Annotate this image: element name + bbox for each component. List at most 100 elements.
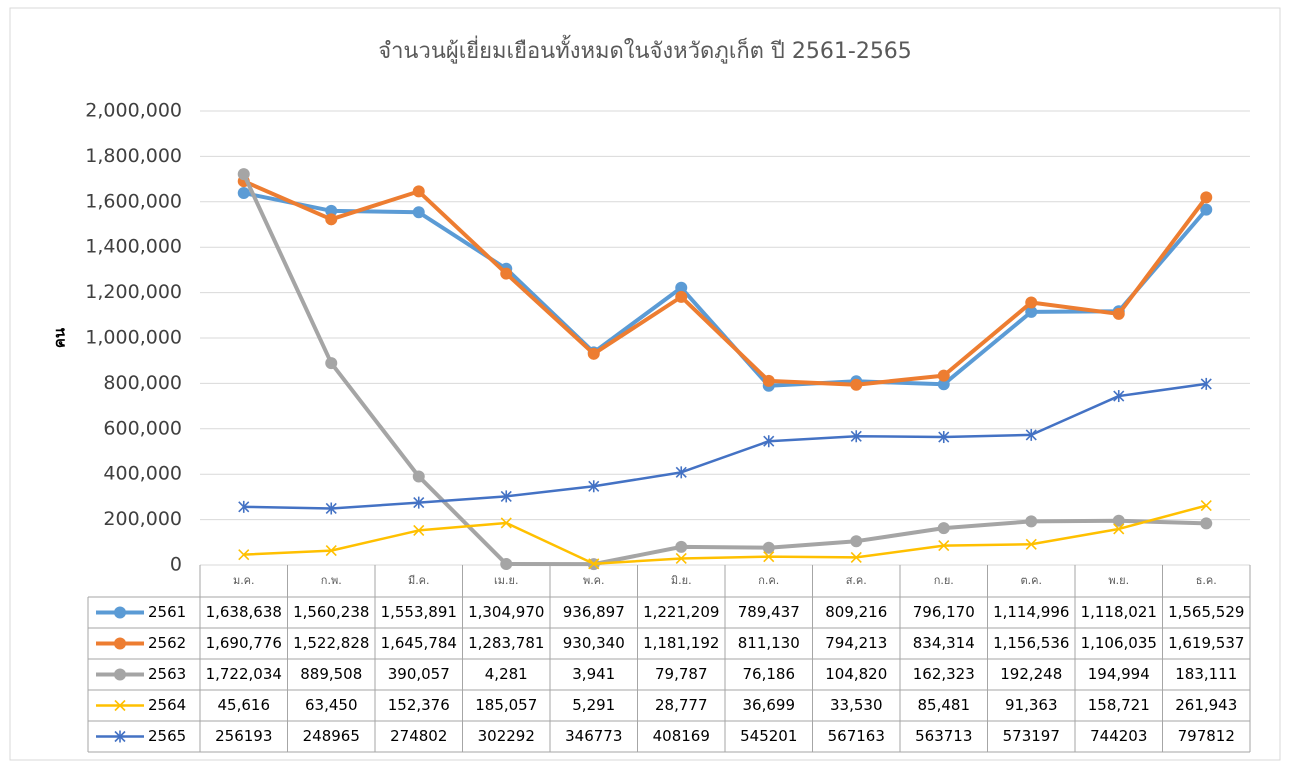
- data-point: [937, 522, 950, 535]
- data-point: [1113, 523, 1125, 535]
- data-point: [1113, 390, 1125, 403]
- y-tick-label: 800,000: [103, 372, 182, 394]
- data-point: [1025, 538, 1037, 550]
- data-point: [500, 517, 512, 529]
- table-cell: 162,323: [913, 665, 975, 683]
- y-tick-label: 1,800,000: [85, 145, 182, 167]
- table-cell: 1,638,638: [206, 603, 282, 621]
- legend-label: 2565: [148, 727, 186, 745]
- table-cell: 79,787: [655, 665, 708, 683]
- series-line: [243, 504, 1207, 566]
- data-point: [1112, 307, 1125, 320]
- table-cell: 1,181,192: [643, 634, 719, 652]
- legend-marker: [114, 637, 126, 650]
- data-point-stroke: [1025, 538, 1037, 550]
- x-tick-label: พ.ย.: [1108, 574, 1129, 587]
- table-cell: 5,291: [572, 696, 615, 714]
- data-point: [412, 206, 425, 219]
- table-cell: 3,941: [572, 665, 615, 683]
- data-point: [1200, 517, 1213, 530]
- data-point: [237, 187, 250, 200]
- table-cell: 1,690,776: [206, 634, 282, 652]
- legend-label: 2561: [148, 603, 186, 621]
- data-point: [763, 551, 775, 563]
- data-point: [763, 435, 775, 448]
- table-cell: 567163: [828, 727, 885, 745]
- table-cell: 85,481: [918, 696, 971, 714]
- table-cell: 1,156,536: [993, 634, 1069, 652]
- data-point: [325, 213, 338, 226]
- x-tick-label: ก.พ.: [321, 574, 342, 587]
- x-tick-label: มิ.ย.: [671, 574, 692, 587]
- table-cell: 573197: [1003, 727, 1060, 745]
- y-tick-label: 1,200,000: [85, 281, 182, 303]
- data-point: [325, 204, 338, 217]
- data-point: [588, 480, 600, 493]
- table-cell: 63,450: [305, 696, 358, 714]
- table-cell: 4,281: [485, 665, 528, 683]
- data-point: [850, 535, 863, 548]
- x-tick-label: ก.ค.: [758, 574, 779, 587]
- data-point-stroke: [763, 551, 775, 563]
- data-point: [675, 552, 687, 565]
- table-cell: 1,560,238: [293, 603, 369, 621]
- table-cell: 408169: [653, 727, 710, 745]
- series-line: [241, 173, 1207, 567]
- x-tick-label: ก.ย.: [934, 574, 954, 587]
- data-point: [1112, 514, 1125, 527]
- y-tick-label: 1,000,000: [85, 327, 182, 349]
- y-tick-label: 0: [170, 554, 182, 576]
- y-tick-label: 1,400,000: [85, 236, 182, 258]
- table-cell: 261,943: [1175, 696, 1237, 714]
- data-point-stroke: [938, 540, 950, 552]
- data-point: [587, 347, 600, 360]
- y-tick-label: 2,000,000: [85, 100, 182, 122]
- table-cell: 1,553,891: [381, 603, 457, 621]
- data-point: [675, 540, 688, 553]
- x-tick-label: เม.ย.: [494, 574, 518, 587]
- data-point-stroke: [1113, 523, 1125, 535]
- table-cell: 930,340: [563, 634, 625, 652]
- data-point-stroke: [588, 558, 600, 570]
- data-point: [938, 431, 950, 444]
- table-cell: 390,057: [388, 665, 450, 683]
- x-tick-label: ต.ค.: [1021, 574, 1043, 587]
- data-point: [1025, 296, 1038, 309]
- x-tick-label: พ.ค.: [583, 574, 605, 587]
- table-cell: 545201: [740, 727, 797, 745]
- table-cell: 28,777: [655, 696, 708, 714]
- table-cell: 104,820: [825, 665, 887, 683]
- table-cell: 33,530: [830, 696, 883, 714]
- data-point: [238, 500, 250, 513]
- table-cell: 45,616: [218, 696, 271, 714]
- table-cell: 563713: [915, 727, 972, 745]
- y-axis-label: คน: [51, 327, 69, 348]
- data-point: [413, 524, 425, 536]
- table-cell: 744203: [1090, 727, 1147, 745]
- table-cell: 1,522,828: [293, 634, 369, 652]
- table-cell: 797812: [1178, 727, 1235, 745]
- data-point: [675, 281, 688, 294]
- table-cell: 811,130: [738, 634, 800, 652]
- data-point: [675, 466, 687, 479]
- table-cell: 796,170: [913, 603, 975, 621]
- table-cell: 889,508: [300, 665, 362, 683]
- table-cell: 248965: [303, 727, 360, 745]
- legend-label: 2562: [148, 634, 186, 652]
- data-point: [675, 290, 688, 303]
- table-cell: 256193: [215, 727, 272, 745]
- table-cell: 794,213: [825, 634, 887, 652]
- data-point: [413, 496, 425, 509]
- table-cell: 152,376: [388, 696, 450, 714]
- table-cell: 1,283,781: [468, 634, 544, 652]
- y-tick-label: 1,600,000: [85, 190, 182, 212]
- table-cell: 183,111: [1175, 665, 1237, 683]
- data-point: [238, 549, 250, 561]
- data-point-stroke: [850, 551, 862, 563]
- data-point: [500, 558, 513, 571]
- data-point: [850, 551, 862, 563]
- data-point: [1025, 305, 1038, 318]
- chart-frame: [9, 7, 1281, 761]
- table-cell: 809,216: [825, 603, 887, 621]
